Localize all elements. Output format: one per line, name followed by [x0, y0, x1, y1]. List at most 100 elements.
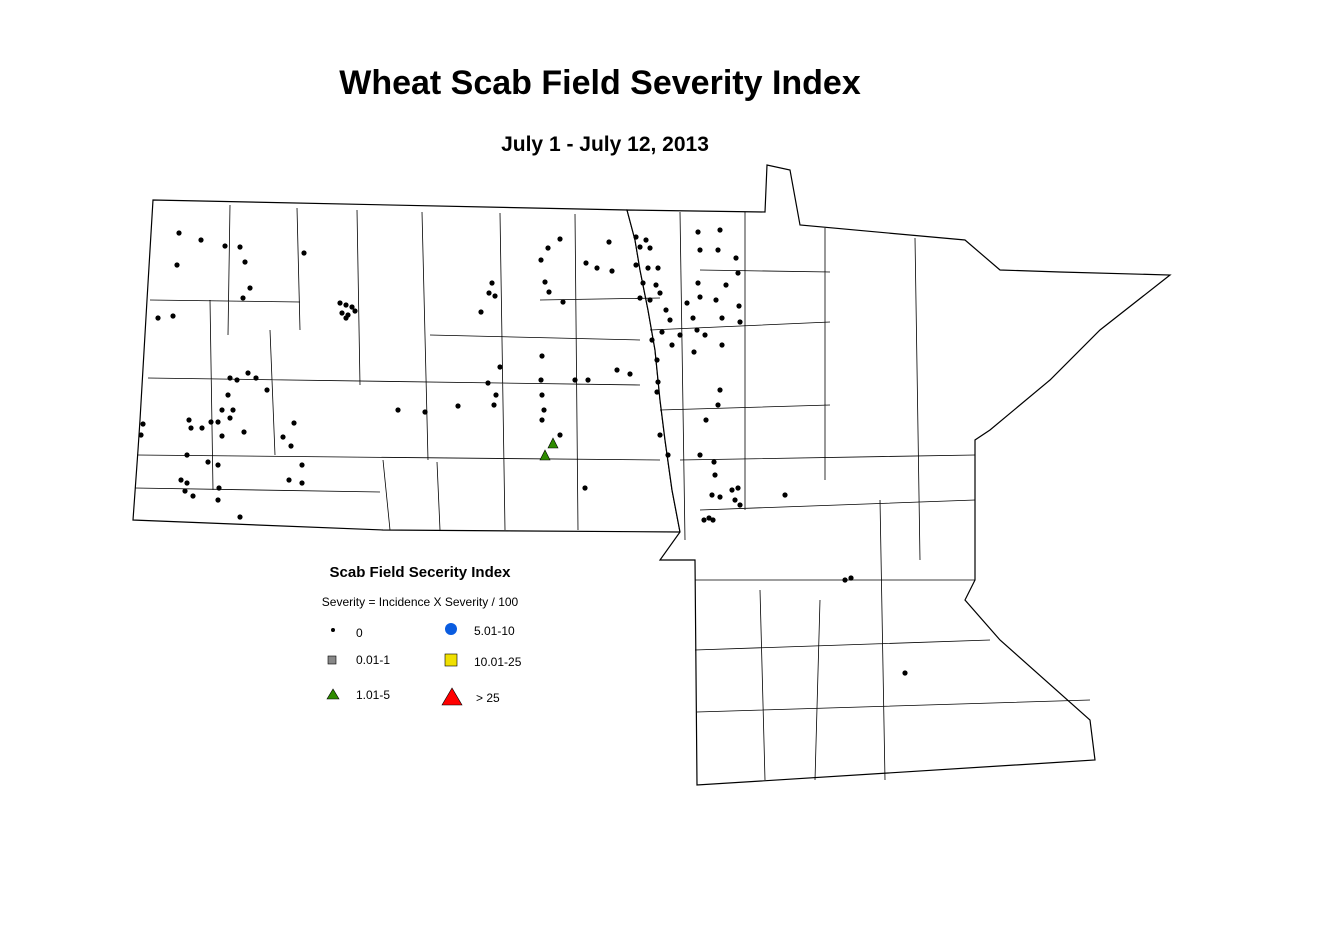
observation-dot [712, 472, 718, 478]
observation-dot [184, 480, 190, 486]
observation-dot [241, 429, 247, 435]
legend-symbol [326, 688, 340, 700]
observation-dot [717, 387, 723, 393]
observation-dot [695, 280, 701, 286]
observation-dot [542, 279, 548, 285]
observation-dot [647, 245, 653, 251]
observation-dot [489, 280, 495, 286]
observation-dot [614, 367, 620, 373]
observation-dot [337, 300, 343, 306]
observation-dot [280, 434, 286, 440]
observation-dot [640, 280, 646, 286]
observation-dot [253, 375, 259, 381]
observation-dot [557, 236, 563, 242]
legend-formula: Severity = Incidence X Severity / 100 [322, 595, 519, 609]
observation-dot [539, 392, 545, 398]
observation-dot [654, 389, 660, 395]
observation-dot [478, 309, 484, 315]
observation-dot [539, 417, 545, 423]
observation-dot [655, 265, 661, 271]
legend-label: 1.01-5 [356, 688, 390, 702]
observation-dot [694, 327, 700, 333]
title: Wheat Scab Field Severity Index [339, 64, 861, 102]
map [132, 164, 1172, 786]
observation-dot [299, 462, 305, 468]
legend-label: 0 [356, 626, 363, 640]
observation-dot [695, 229, 701, 235]
observation-dot [178, 477, 184, 483]
county-lines [134, 204, 1091, 781]
observation-dot [186, 417, 192, 423]
observation-dot [657, 290, 663, 296]
observation-dot [237, 244, 243, 250]
observation-dot [199, 425, 205, 431]
observation-dot [782, 492, 788, 498]
legend: Scab Field Secerity Index Severity = Inc… [322, 564, 522, 706]
observation-dot [633, 262, 639, 268]
observation-dot [190, 493, 196, 499]
observation-dot [715, 247, 721, 253]
observations [138, 227, 908, 676]
observation-dot [663, 307, 669, 313]
observation-dot [637, 244, 643, 250]
subtitle: July 1 - July 12, 2013 [501, 133, 709, 156]
observation-dot [606, 239, 612, 245]
legend-symbol [444, 653, 458, 667]
legend-symbol [331, 628, 335, 632]
observation-dot [225, 392, 231, 398]
observation-dot [545, 245, 551, 251]
observation-dot [729, 487, 735, 493]
observation-dot [301, 250, 307, 256]
observation-triangle [539, 449, 551, 461]
observation-dot [582, 485, 588, 491]
observation-dot [170, 313, 176, 319]
observation-dot [717, 494, 723, 500]
observation-dot [690, 315, 696, 321]
observation-dot [242, 259, 248, 265]
observation-dot [609, 268, 615, 274]
observation-dot [222, 243, 228, 249]
observation-dot [697, 294, 703, 300]
observation-dot [140, 421, 146, 427]
observation-dot [684, 300, 690, 306]
observation-dot [219, 433, 225, 439]
observation-dot [237, 514, 243, 520]
observation-dot [627, 371, 633, 377]
observation-dot [491, 402, 497, 408]
minnesota [626, 164, 1172, 786]
observation-dot [735, 270, 741, 276]
legend-symbol [327, 655, 337, 665]
legend-title: Scab Field Secerity Index [330, 564, 512, 581]
observation-dot [715, 402, 721, 408]
observation-dot [343, 315, 349, 321]
legend-label: 5.01-10 [474, 624, 515, 638]
observation-dot [492, 293, 498, 299]
observation-dot [703, 417, 709, 423]
observation-dot [643, 237, 649, 243]
observation-dot [633, 234, 639, 240]
observation-dot [227, 415, 233, 421]
observation-dot [538, 257, 544, 263]
observation-dot [667, 317, 673, 323]
observation-dot [735, 485, 741, 491]
observation-dot [395, 407, 401, 413]
observation-dot [697, 452, 703, 458]
observation-dot [485, 380, 491, 386]
observation-dot [286, 477, 292, 483]
observation-dot [719, 315, 725, 321]
legend-label: 0.01-1 [356, 653, 390, 667]
observation-dot [343, 302, 349, 308]
observation-dot [230, 407, 236, 413]
observation-dot [717, 227, 723, 233]
observation-dot [655, 379, 661, 385]
observation-dot [546, 289, 552, 295]
observation-dot [541, 407, 547, 413]
observation-dot [706, 515, 712, 521]
observation-dot [701, 517, 707, 523]
observation-dot [219, 407, 225, 413]
observation-dot [208, 419, 214, 425]
observation-triangle [547, 437, 559, 449]
observation-dot [188, 425, 194, 431]
observation-dot [733, 255, 739, 261]
observation-dot [138, 432, 144, 438]
